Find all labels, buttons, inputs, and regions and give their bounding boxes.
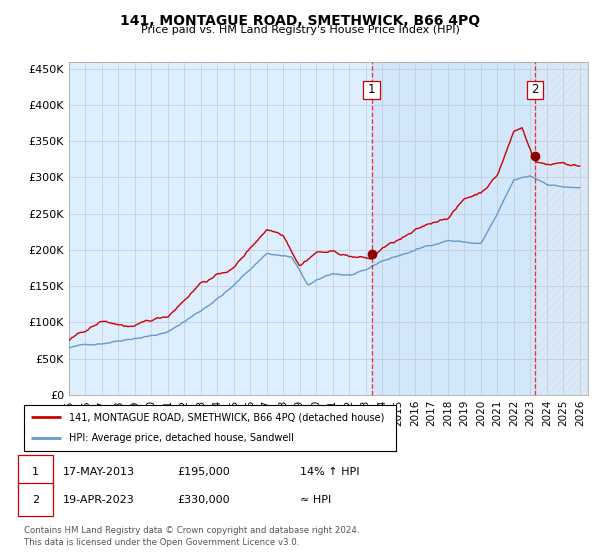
FancyBboxPatch shape	[527, 81, 544, 99]
Text: HPI: Average price, detached house, Sandwell: HPI: Average price, detached house, Sand…	[68, 433, 293, 444]
Text: ≈ HPI: ≈ HPI	[300, 494, 331, 505]
Text: 2: 2	[32, 494, 39, 505]
Text: 141, MONTAGUE ROAD, SMETHWICK, B66 4PQ: 141, MONTAGUE ROAD, SMETHWICK, B66 4PQ	[120, 14, 480, 28]
Text: 14% ↑ HPI: 14% ↑ HPI	[300, 466, 359, 477]
Text: Contains HM Land Registry data © Crown copyright and database right 2024.
This d: Contains HM Land Registry data © Crown c…	[24, 526, 359, 547]
Text: 141, MONTAGUE ROAD, SMETHWICK, B66 4PQ (detached house): 141, MONTAGUE ROAD, SMETHWICK, B66 4PQ (…	[68, 412, 384, 422]
Text: 19-APR-2023: 19-APR-2023	[63, 494, 135, 505]
Text: £195,000: £195,000	[177, 466, 230, 477]
Text: 1: 1	[32, 466, 39, 477]
Text: Price paid vs. HM Land Registry's House Price Index (HPI): Price paid vs. HM Land Registry's House …	[140, 25, 460, 35]
Text: £330,000: £330,000	[177, 494, 230, 505]
Text: 2: 2	[532, 83, 539, 96]
Text: 17-MAY-2013: 17-MAY-2013	[63, 466, 135, 477]
Bar	[371, 62, 535, 395]
FancyBboxPatch shape	[364, 81, 380, 99]
Text: 1: 1	[368, 83, 376, 96]
